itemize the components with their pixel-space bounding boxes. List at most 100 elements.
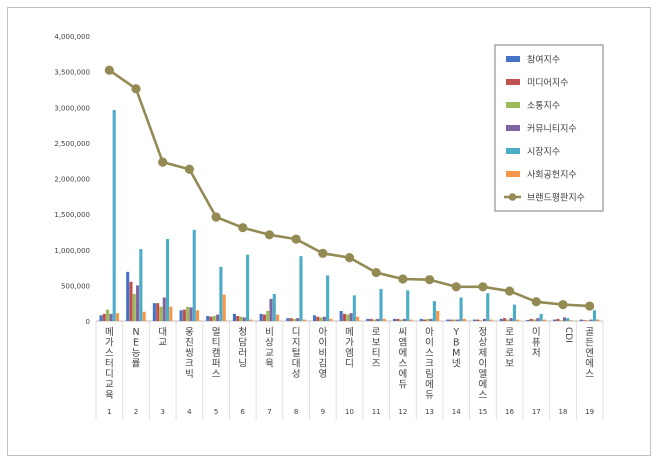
bar-3 — [159, 306, 163, 321]
line-point — [264, 230, 275, 240]
line-point — [585, 301, 595, 311]
rank-label: 4 — [187, 408, 192, 416]
legend-label: 소통지수 — [527, 101, 560, 112]
legend-label: 사회공헌지수 — [527, 170, 577, 181]
bar-4 — [402, 318, 406, 321]
bar-1 — [339, 311, 343, 321]
bar-6 — [409, 319, 413, 321]
bar-6 — [302, 319, 306, 321]
rank-label: 16 — [505, 408, 514, 416]
rank-label: 11 — [372, 408, 381, 416]
line-point — [558, 300, 568, 310]
y-tick-label: 3,000,000 — [54, 104, 90, 112]
bar-6 — [569, 320, 573, 321]
category-label: CDI — [563, 327, 573, 343]
bar-5 — [219, 266, 223, 321]
bar-6 — [596, 319, 600, 321]
bar-3 — [532, 319, 537, 321]
rank-label: 13 — [425, 408, 434, 416]
bar-5 — [566, 318, 570, 321]
bar-4 — [376, 318, 380, 321]
line-point — [478, 282, 488, 292]
bar-6 — [356, 316, 360, 321]
y-tick-label: 500,000 — [61, 282, 90, 290]
bar-6 — [169, 306, 173, 321]
bar-3 — [372, 319, 376, 321]
bar-6 — [329, 318, 333, 321]
bar-6 — [382, 318, 386, 321]
bar-1 — [232, 313, 236, 321]
line-point — [184, 164, 194, 174]
line-point — [211, 212, 221, 222]
legend-swatch — [506, 102, 520, 108]
bar-3 — [506, 319, 510, 321]
rank-label: 7 — [267, 408, 271, 416]
bar-5 — [512, 304, 516, 321]
rank-label: 15 — [478, 408, 487, 416]
bar-2 — [262, 314, 266, 321]
line-point — [398, 274, 408, 284]
bar-2 — [102, 313, 106, 321]
rank-label: 14 — [452, 408, 461, 416]
bar-6 — [489, 319, 493, 321]
bar-2 — [476, 319, 480, 321]
bar-3 — [426, 318, 430, 321]
bar-3 — [292, 318, 296, 321]
bar-3 — [239, 316, 243, 321]
bar-2 — [583, 320, 587, 321]
bar-4 — [269, 298, 273, 321]
legend-swatch — [506, 171, 520, 177]
rank-label: 1 — [107, 408, 111, 416]
bar-2 — [503, 318, 507, 321]
bar-3 — [186, 306, 190, 321]
bar-1 — [286, 318, 290, 321]
rank-label: 18 — [559, 408, 568, 416]
bar-6 — [462, 318, 466, 321]
bar-5 — [166, 239, 170, 321]
legend-label: 미디어지수 — [527, 78, 568, 89]
legend-swatch — [506, 148, 520, 154]
bar-1 — [526, 319, 530, 321]
rank-label: 3 — [160, 408, 164, 416]
rank-label: 2 — [134, 408, 138, 416]
y-tick-label: 2,000,000 — [54, 176, 90, 184]
line-point — [344, 252, 355, 263]
y-tick-label: 1,500,000 — [54, 211, 90, 219]
bar-3 — [479, 320, 483, 321]
bar-3 — [452, 319, 457, 321]
bar-1 — [206, 316, 210, 321]
bar-5 — [432, 301, 436, 321]
bar-5 — [246, 254, 250, 321]
line-point — [424, 275, 435, 285]
bar-1 — [579, 319, 583, 321]
line-point — [451, 282, 461, 292]
bar-5 — [352, 295, 356, 321]
line-point — [531, 297, 541, 307]
line-point — [131, 84, 141, 94]
bar-3 — [132, 293, 136, 321]
bar-1 — [99, 315, 103, 321]
bar-4 — [509, 318, 513, 321]
bar-5 — [459, 297, 463, 321]
rank-label: 10 — [345, 408, 354, 416]
bar-4 — [456, 319, 460, 321]
bar-2 — [449, 319, 453, 321]
legend-swatch — [506, 56, 520, 62]
bar-2 — [289, 318, 293, 321]
legend-swatch — [506, 79, 520, 85]
bar-6 — [222, 294, 226, 321]
bar-6 — [516, 319, 520, 321]
rank-label: 8 — [294, 408, 298, 416]
bar-2 — [369, 318, 373, 321]
